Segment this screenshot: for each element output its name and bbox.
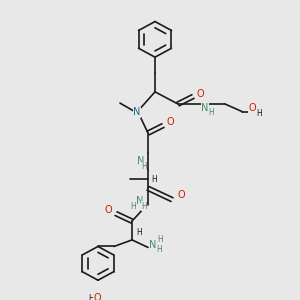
Text: H: H	[156, 245, 162, 254]
Text: H: H	[141, 162, 147, 171]
Text: N: N	[149, 240, 157, 250]
Text: H: H	[88, 293, 94, 300]
Text: H: H	[157, 236, 163, 244]
Text: H: H	[141, 202, 147, 211]
Text: N: N	[137, 156, 145, 166]
Text: O: O	[104, 205, 112, 215]
Text: O: O	[248, 103, 256, 113]
Text: O: O	[196, 89, 204, 99]
Text: H: H	[256, 109, 262, 118]
Text: H: H	[208, 108, 214, 117]
Text: H: H	[130, 202, 136, 211]
Text: N: N	[136, 196, 144, 206]
Text: H: H	[136, 228, 142, 237]
Text: N: N	[133, 107, 141, 118]
Text: H: H	[151, 176, 157, 184]
Text: O: O	[93, 293, 101, 300]
Text: O: O	[166, 117, 174, 127]
Text: N: N	[201, 103, 209, 113]
Text: O: O	[177, 190, 185, 200]
